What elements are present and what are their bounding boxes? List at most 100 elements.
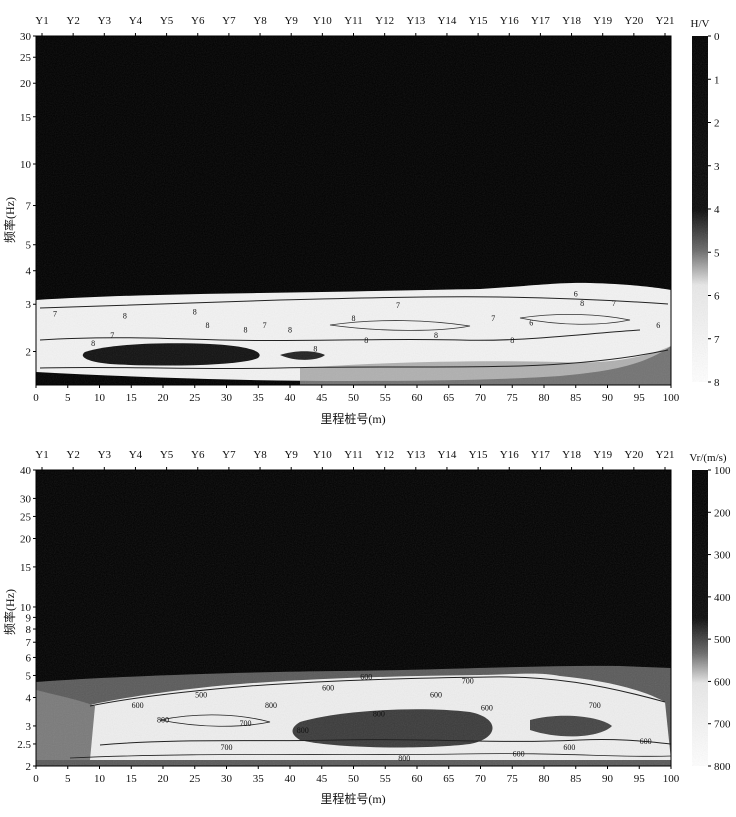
vr-contour-labels: 600 800 500 700 700 800 800 600 600 800 800 600 700 6… [132, 672, 652, 763]
hv-contour-label: 7 [53, 310, 57, 319]
vr-station-label: Y21 [656, 449, 675, 461]
vr-x-tick-label: 45 [316, 773, 328, 785]
hv-contour-label: 7 [612, 299, 616, 308]
hv-x-tick-label: 70 [475, 392, 487, 404]
hv-y-tick-label: 7 [26, 201, 32, 213]
hv-x-tick-label: 20 [158, 392, 170, 404]
vr-x-tick-label: 0 [33, 773, 39, 785]
hv-contour-label: 7 [396, 301, 400, 310]
hv-station-label: Y6 [191, 15, 205, 27]
vr-y-tick-label: 20 [20, 533, 32, 545]
hv-station-label: Y14 [437, 15, 456, 27]
vr-contour-label: 600 [563, 743, 575, 752]
vr-y-tick-label: 15 [20, 562, 32, 574]
vr-x-tick-label: 10 [94, 773, 106, 785]
hv-contour-label: 8 [434, 331, 438, 340]
hv-x-tick-label: 45 [316, 392, 328, 404]
vr-y-tick-label: 8 [26, 624, 32, 636]
hv-contour [39, 296, 669, 309]
hv-station-label: Y4 [129, 15, 143, 27]
vr-contour-label: 600 [481, 704, 493, 713]
vr-x-tick-label: 90 [602, 773, 614, 785]
hv-x-tick-label: 100 [663, 392, 680, 404]
hv-y-tick-label: 4 [26, 266, 32, 278]
hv-x-axis-label: 里程桩号(m) [320, 411, 385, 426]
vr-x-tick-label: 65 [443, 773, 455, 785]
vr-x-axis-label: 里程桩号(m) [320, 791, 385, 806]
vr-colorbar-label: Vr/(m/s) [689, 452, 727, 464]
vr-x-tick-label: 15 [126, 773, 138, 785]
vr-station-label: Y1 [35, 449, 48, 461]
hv-station-label: Y18 [562, 15, 581, 27]
vr-x-tick-label: 100 [663, 773, 680, 785]
vr-station-label: Y14 [437, 449, 456, 461]
hv-colorbar-tick-label: 7 [714, 334, 720, 346]
hv-colorbar-tick-label: 0 [714, 31, 720, 43]
hv-station-labels: Y1 Y2 Y3 Y4 Y5 Y6 Y7 Y8 Y9 Y10 Y11 Y12 Y13 Y14 Y15 Y16 Y… [35, 15, 674, 36]
vr-x-tick-label: 95 [634, 773, 646, 785]
vr-colorbar-grain [692, 470, 708, 766]
vr-contour-label: 600 [513, 750, 525, 759]
hv-contour [39, 349, 669, 370]
hv-station-label: Y1 [35, 15, 48, 27]
vr-y-tick-label: 7 [26, 637, 32, 649]
vr-x-tick-label: 30 [221, 773, 233, 785]
hv-contour-label: 7 [110, 331, 114, 340]
vr-colorbar-ticks: 100 200 300 400 500 600 700 800 [708, 465, 731, 773]
vr-y-tick-label: 40 [20, 465, 32, 477]
hv-y-tick-label: 2 [26, 346, 32, 358]
hv-x-tick-label: 15 [126, 392, 138, 404]
hv-station-label: Y8 [253, 15, 267, 27]
hv-x-tick-label: 25 [189, 392, 201, 404]
hv-contour-label: 6 [529, 318, 533, 327]
hv-contour [329, 320, 471, 331]
hv-station-label: Y19 [593, 15, 612, 27]
hv-colorbar-tick-label: 6 [714, 291, 720, 303]
vr-station-label: Y10 [313, 449, 332, 461]
hv-contour [39, 329, 641, 342]
hv-station-label: Y3 [98, 15, 112, 27]
vr-x-tick-label: 75 [507, 773, 519, 785]
vr-station-label: Y9 [284, 449, 298, 461]
vr-y-tick-label: 10 [20, 602, 32, 614]
vr-y-tick-label: 25 [20, 511, 32, 523]
vr-y-tick-label: 2.5 [17, 739, 31, 751]
vr-x-tick-label: 55 [380, 773, 392, 785]
hv-contour-label: 8 [364, 336, 368, 345]
hv-x-tick-label: 10 [94, 392, 106, 404]
vr-contour-label: 600 [322, 683, 334, 692]
hv-contour-label: 7 [263, 321, 267, 330]
hv-panel: Y1 Y2 Y3 Y4 Y5 Y6 Y7 Y8 Y9 Y10 Y11 Y12 Y13 Y14 Y15 Y16 Y… [2, 15, 720, 426]
vr-colorbar-tick-label: 500 [714, 634, 731, 646]
vr-station-label: Y19 [593, 449, 612, 461]
vr-station-label: Y12 [375, 449, 394, 461]
vr-contour-label: 500 [195, 691, 207, 700]
hv-x-tick-label: 65 [443, 392, 455, 404]
vr-contour-label: 600 [360, 672, 372, 681]
hv-colorbar-tick-label: 3 [714, 161, 720, 173]
vr-station-label: Y5 [160, 449, 174, 461]
vr-contour [99, 738, 671, 746]
hv-station-label: Y20 [624, 15, 643, 27]
vr-x-tick-label: 25 [189, 773, 201, 785]
vr-station-label: Y2 [66, 449, 79, 461]
hv-colorbar-tick-label: 8 [714, 377, 720, 389]
vr-station-label: Y17 [531, 449, 550, 461]
hv-station-label: Y16 [500, 15, 519, 27]
hv-grain [36, 36, 671, 385]
hv-y-tick-label: 25 [20, 52, 32, 64]
vr-station-labels: Y1 Y2 Y3 Y4 Y5 Y6 Y7 Y8 Y9 Y10 Y11 Y12 Y13 Y14 Y15 Y16 Y… [35, 449, 674, 470]
vr-contour-label: 700 [589, 701, 601, 710]
vr-y-axis-label: 频率(Hz) [2, 589, 17, 635]
vr-contour-label: 600 [640, 737, 652, 746]
vr-x-tick-label: 40 [285, 773, 297, 785]
vr-colorbar-tick-label: 700 [714, 719, 731, 731]
vr-station-label: Y18 [562, 449, 581, 461]
vr-x-tick-label: 20 [158, 773, 170, 785]
vr-colorbar-tick-label: 100 [714, 465, 731, 477]
vr-y-tick-label: 2 [26, 761, 32, 773]
vr-station-label: Y3 [98, 449, 112, 461]
hv-colorbar-tick-label: 4 [714, 204, 720, 216]
vr-colorbar-tick-label: 200 [714, 507, 731, 519]
